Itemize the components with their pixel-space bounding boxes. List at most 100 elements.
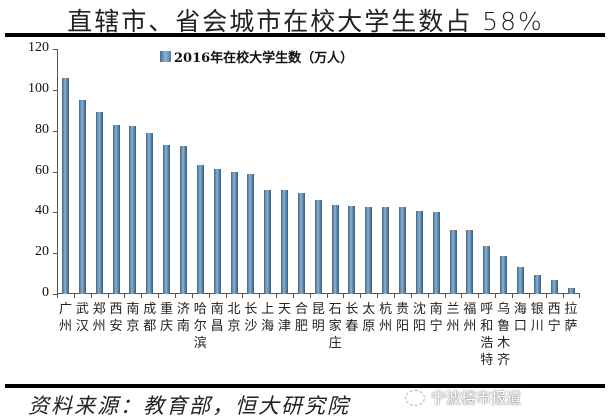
x-tick-label: 银川 [530,302,544,334]
y-tick-label: 80 [35,121,49,137]
x-tick-label: 天津 [278,302,292,334]
x-tick-label: 西宁 [547,302,561,334]
x-tick [511,294,513,298]
x-tick-label: 哈尔滨 [193,302,207,351]
y-tick-label: 100 [28,80,49,96]
x-tick [57,294,58,298]
watermark: 宁波楼市报道 [405,387,521,408]
x-tick [276,294,278,298]
x-tick-label: 南京 [126,302,140,334]
bar-南京 [129,125,137,294]
bar-上海 [264,189,272,294]
x-tick-label: 海口 [513,302,527,334]
x-tick [528,294,530,298]
bar-长春 [348,206,356,294]
y-tick [53,49,57,50]
x-tick-label: 石家庄 [328,302,342,351]
x-tick-label: 呼和浩特 [480,302,494,368]
x-tick-label: 南昌 [210,302,224,334]
x-tick-label: 济南 [176,302,190,334]
bar-呼和浩特 [483,246,491,294]
bar-福州 [466,229,474,294]
x-tick [562,294,564,298]
x-tick-label: 昆明 [311,302,325,334]
bar-石家庄 [331,205,339,294]
x-tick-label: 西安 [109,302,123,334]
bar-沈阳 [415,211,423,294]
x-tick [377,294,379,298]
x-tick-label: 兰州 [446,302,460,334]
y-tick [53,171,57,173]
x-tick-label: 郑州 [92,302,106,334]
source-note: 资料来源：教育部，恒大研究院 [28,394,350,418]
chart-title: 直辖市、省会城市在校大学生数占 58% [67,7,544,36]
x-tick [579,294,581,298]
x-tick [309,294,311,298]
top-divider [5,33,605,37]
watermark-text: 宁波楼市报道 [431,389,522,407]
x-tick-label: 武汉 [75,302,89,334]
bar-海口 [516,267,524,294]
x-tick [545,294,547,298]
x-tick [343,294,345,298]
x-tick-label: 成都 [143,302,157,334]
wechat-icon [405,389,425,406]
bar-拉萨 [567,287,575,294]
x-tick-label: 福州 [463,302,477,334]
x-tick-label: 南宁 [429,302,443,334]
plot-area: 0 20 40 60 80 100 120 广州 武汉 郑州 西安 南京 成都 重庆 济南 哈尔滨 南昌 北京 长沙… [28,40,581,368]
bar-重庆 [163,144,171,294]
x-tick [73,294,75,298]
bar-银川 [533,274,541,294]
bar-昆明 [314,200,322,294]
x-tick-label: 沈阳 [412,302,426,334]
x-tick-label: 太原 [362,302,376,334]
x-tick-label: 广州 [58,302,72,334]
x-tick-label: 长沙 [244,302,258,334]
x-tick [292,294,294,298]
y-axis [57,49,58,294]
x-tick [208,294,210,298]
y-tick-label: 60 [35,162,49,178]
x-tick-label: 合肥 [294,302,308,334]
legend: 2016年在校大学生数（万人） [160,47,353,66]
bar-济南 [179,145,187,294]
bar-成都 [146,132,154,294]
x-tick [124,294,126,298]
x-tick-label: 贵阳 [395,302,409,334]
x-tick-label: 拉萨 [564,302,578,334]
x-tick-label: 重庆 [160,302,174,334]
bar-贵阳 [399,207,406,294]
bar-郑州 [95,112,103,294]
x-tick [141,294,143,298]
y-tick [53,253,57,255]
x-tick [107,294,109,298]
x-tick [326,294,328,298]
x-tick-label: 北京 [227,302,241,334]
x-tick [174,294,176,298]
bar-杭州 [382,207,390,294]
x-tick [478,294,480,298]
bottom-divider [5,384,605,388]
x-tick [242,294,244,298]
x-tick-label: 长春 [345,302,359,334]
x-tick [191,294,193,298]
x-tick [225,294,227,298]
bar-武汉 [78,100,86,294]
bar-西安 [112,124,120,294]
bar-兰州 [449,229,457,294]
bar-天津 [281,189,289,294]
x-tick [444,294,446,298]
x-tick [90,294,92,298]
bar-西宁 [550,279,558,294]
x-tick [394,294,395,298]
legend-swatch-icon [160,51,171,62]
x-tick-label: 乌鲁木齐 [497,302,511,368]
y-tick [53,130,57,132]
y-tick-label: 120 [28,40,49,55]
legend-label: 2016年在校大学生数（万人） [174,51,354,66]
x-tick [158,294,160,298]
x-tick [410,294,412,298]
bar-北京 [230,171,238,294]
bar-广州 [62,77,69,294]
